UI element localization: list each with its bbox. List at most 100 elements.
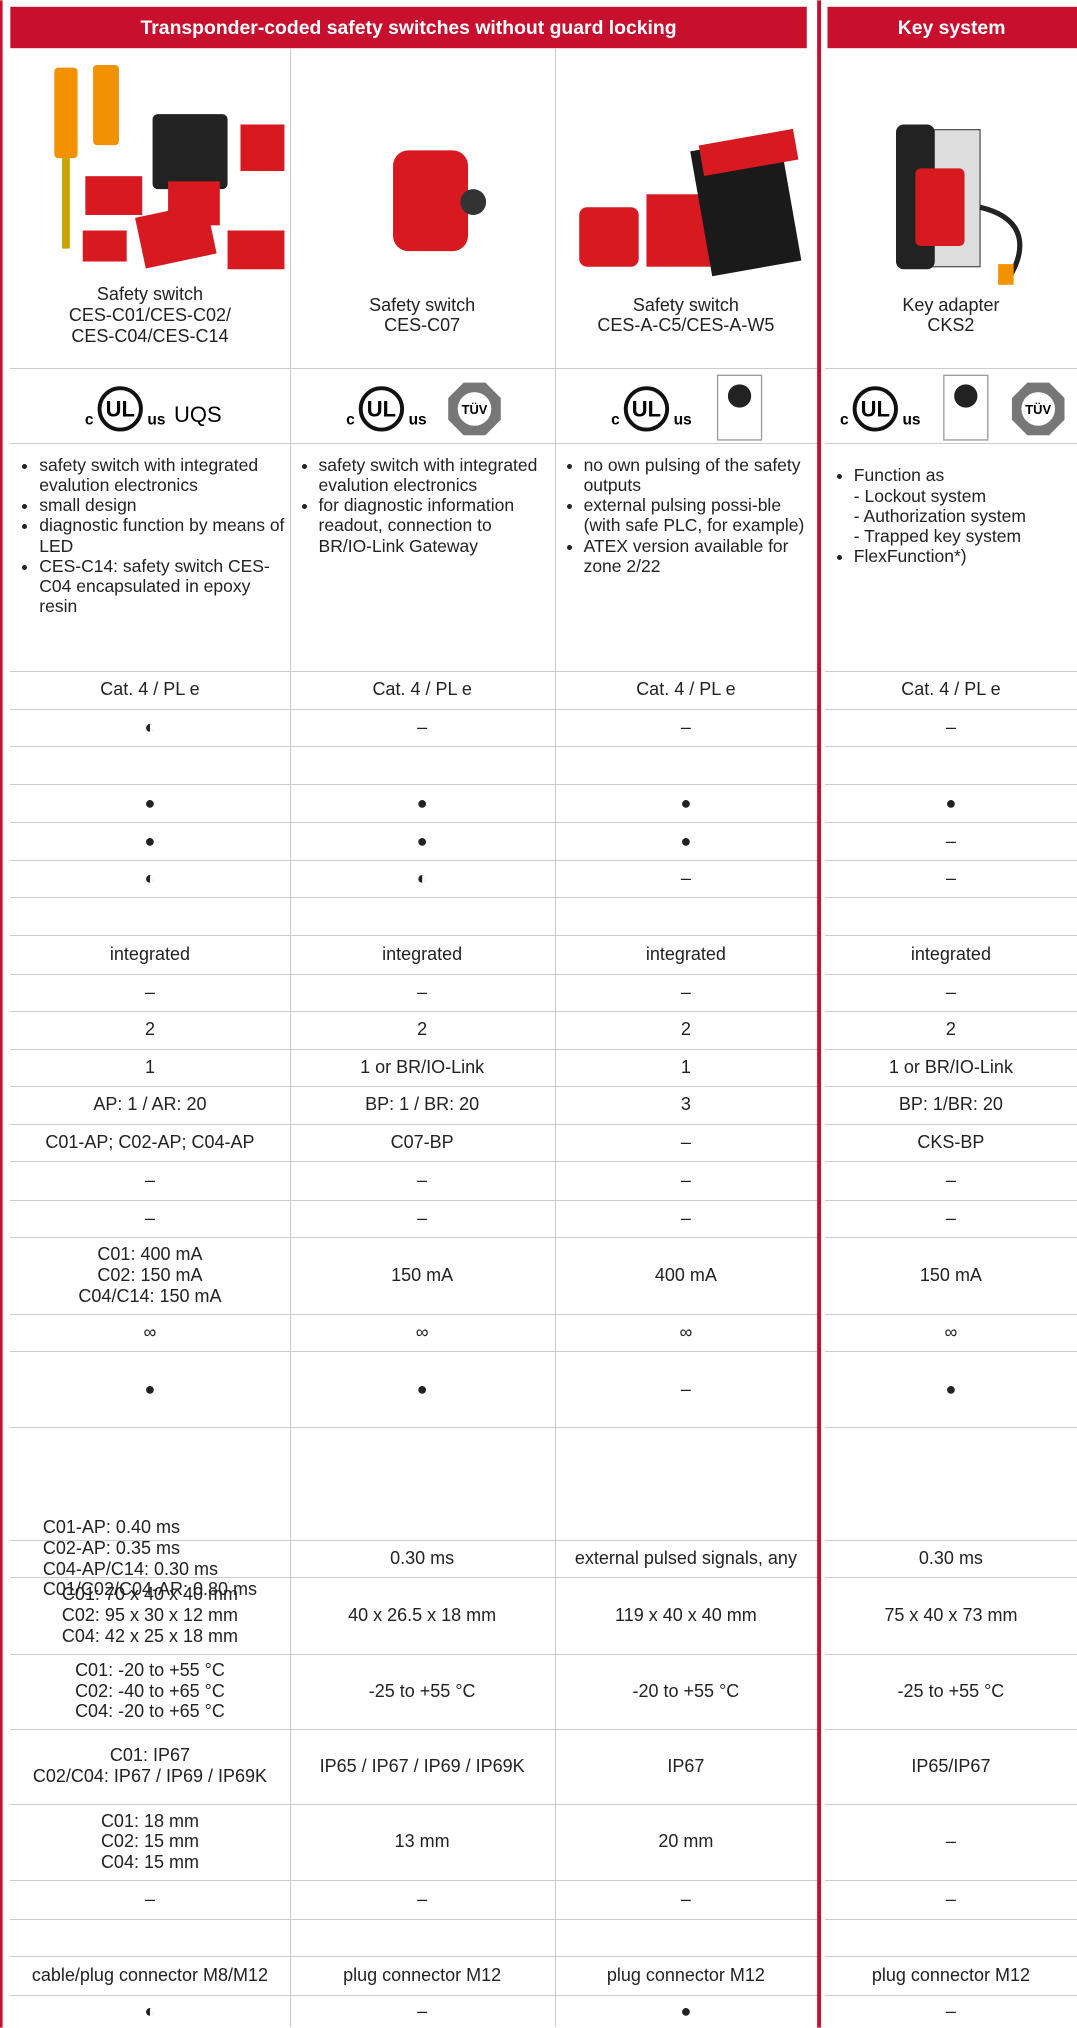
ul-logo-text: c — [85, 411, 94, 428]
cell-text: 400 mA — [654, 1265, 717, 1286]
table-cell: -25 to +55 °C — [290, 1654, 555, 1729]
table-cell: 400 mA — [555, 1237, 817, 1313]
grid-line — [10, 1803, 290, 1805]
grid-line — [554, 973, 818, 975]
grid-line — [824, 1199, 1077, 1201]
cell-text: – — [417, 981, 428, 1002]
grid-line — [554, 934, 818, 936]
table-cell: 2 — [290, 1011, 555, 1048]
grid-line — [289, 671, 555, 673]
table-cell: – — [825, 974, 1077, 1011]
table-cell: BP: 1/BR: 20 — [825, 1086, 1077, 1123]
table-cell: – — [555, 1200, 817, 1237]
grid-line — [824, 1237, 1077, 1239]
grid-line — [289, 1803, 555, 1805]
cell-text: C01-AP: 0.40 ms C02-AP: 0.35 ms C04-AP/C… — [42, 1517, 257, 1600]
table-cell: – — [555, 1161, 817, 1200]
ul-logo — [358, 386, 405, 432]
cell-text: – — [417, 716, 428, 737]
product-name: Safety switch CES-C07 — [290, 274, 555, 357]
header-bar — [10, 6, 807, 49]
cell-text: 150 mA — [391, 1265, 454, 1286]
feature-list: safety switch with integrated evalution … — [23, 455, 284, 662]
cell-text: AP: 1 / AR: 20 — [93, 1094, 207, 1115]
table-cell: ◐ — [10, 860, 289, 897]
cell-text: BP: 1 / BR: 20 — [365, 1094, 480, 1115]
table-cell: – — [10, 1880, 289, 1919]
grid-line — [824, 708, 1077, 710]
table-cell: – — [555, 1124, 817, 1161]
grid-line — [554, 1956, 818, 1958]
product-name: Safety switch CES-C01/CES-C02/ CES-C04/C… — [10, 274, 289, 357]
cell-text: -25 to +55 °C — [897, 1680, 1005, 1701]
ul-logo-text: c — [611, 411, 620, 428]
ul-logo-text: c — [346, 411, 355, 428]
table-cell: C01: -20 to +55 °C C02: -40 to +65 °C C0… — [10, 1654, 289, 1729]
ul-logo — [97, 386, 143, 432]
grid-line — [289, 859, 555, 861]
cell-text: 150 mA — [919, 1265, 982, 1286]
grid-line — [10, 1539, 290, 1541]
cell-text: integrated — [910, 943, 991, 964]
grid-line — [554, 1123, 818, 1125]
grid-line — [10, 897, 290, 899]
gs-stamp — [954, 384, 978, 408]
ul-logo-text: UL — [632, 397, 661, 422]
cell-text: Cat. 4 / PL e — [100, 679, 200, 700]
cell-text: – — [144, 1208, 155, 1229]
grid-line — [289, 1048, 555, 1050]
cell-text: external pulsed signals, any — [574, 1548, 797, 1569]
grid-line — [824, 1123, 1077, 1125]
cell-text: – — [417, 2000, 428, 2021]
grid-line — [554, 1161, 818, 1163]
grid-line — [10, 1427, 290, 1429]
ul-logo-text: UL — [367, 397, 396, 422]
cell-text: integrated — [645, 943, 726, 964]
table-cell: 3 — [555, 1086, 817, 1123]
cell-text: ◐ — [144, 716, 156, 737]
header-title: Transponder-coded safety switches withou… — [140, 17, 676, 39]
cell-text: C01: 400 mA C02: 150 mA C04/C14: 150 mA — [78, 1244, 222, 1306]
table-cell: – — [290, 1995, 555, 2027]
table-cell: C01: IP67 C02/C04: IP67 / IP69 / IP69K — [10, 1729, 289, 1804]
table-cell: ● — [555, 822, 817, 859]
cell-text: ∞ — [944, 1321, 958, 1342]
ul-logo-text: UL — [861, 397, 890, 422]
cell-text: – — [144, 1170, 155, 1191]
cell-text: ● — [680, 792, 692, 813]
cell-text: 2 — [417, 1019, 428, 1040]
table-cell: ● — [10, 822, 289, 859]
bullet: diagnostic function by means of LED — [39, 515, 284, 555]
cell-text: -25 to +55 °C — [368, 1680, 476, 1701]
bullets: safety switch with integrated evalution … — [303, 455, 550, 556]
table-cell: ● — [555, 784, 817, 823]
cell-text: – — [144, 1888, 155, 1909]
grid-line — [10, 443, 290, 445]
table-cell: – — [290, 709, 555, 746]
table-cell: external pulsed signals, any — [555, 1540, 817, 1577]
table-cell: cable/plug connector M8/M12 — [10, 1956, 289, 1995]
feature-list: Function as - Lockout system - Authoriza… — [838, 465, 1072, 672]
table-cell: integrated — [290, 935, 555, 974]
table-cell: 75 x 40 x 73 mm — [825, 1577, 1077, 1653]
cell-text: ∞ — [415, 1321, 429, 1342]
cell-text: – — [680, 716, 691, 737]
grid-line — [10, 1351, 290, 1353]
table-cell: ∞ — [825, 1314, 1077, 1351]
cell-text: ● — [144, 792, 156, 813]
cell-text: – — [417, 1208, 428, 1229]
table-cell: – — [290, 1161, 555, 1200]
cell-text: – — [680, 1131, 691, 1152]
grid-line — [824, 973, 1077, 975]
grid-line — [824, 1351, 1077, 1353]
feature-list: safety switch with integrated evalution … — [303, 455, 550, 662]
grid-line — [554, 746, 818, 747]
grid-line — [289, 1313, 555, 1315]
table-cell: – — [10, 1200, 289, 1237]
table-cell: 1 — [10, 1049, 289, 1086]
grid-line — [824, 1427, 1077, 1429]
cell-text: 0.30 ms — [918, 1548, 983, 1569]
bullet: no own pulsing of the safety outputs — [584, 455, 812, 495]
grid-line — [289, 1237, 555, 1239]
grid-line — [554, 1011, 818, 1013]
